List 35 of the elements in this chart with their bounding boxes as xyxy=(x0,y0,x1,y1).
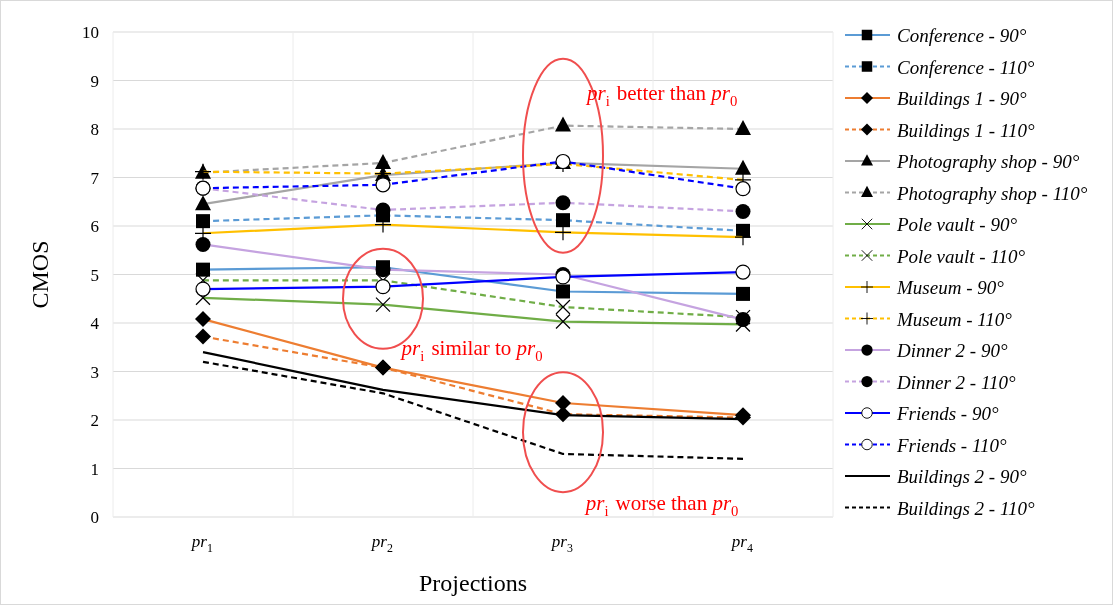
annotation: pr$_{i}$ similar to pr$_{0}$ xyxy=(399,335,543,364)
legend-label: Dinner 2 - 110° xyxy=(896,371,1016,393)
legend-label: Pole vault - 110° xyxy=(896,245,1026,267)
legend-label: Buildings 2 - 90° xyxy=(897,466,1027,487)
x-tick-label: pr$_{4}$ xyxy=(730,532,753,556)
x-tick-label: pr$_{1}$ xyxy=(190,532,213,556)
legend-label: Buildings 1 - 90° xyxy=(897,88,1027,109)
y-tick-label: 4 xyxy=(90,314,100,333)
y-tick-label: 3 xyxy=(90,362,99,382)
y-tick-label: 5 xyxy=(90,265,99,285)
legend-label: Friends - 110° xyxy=(896,434,1008,456)
y-tick-label: 9 xyxy=(90,71,99,91)
legend-label: Museum - 110° xyxy=(896,308,1013,330)
y-tick-label: 0 xyxy=(90,508,99,527)
legend-label: Dinner 2 - 90° xyxy=(896,340,1008,361)
legend-label: Photography shop - 110° xyxy=(896,182,1088,204)
y-axis-title: CMOS xyxy=(27,240,53,309)
y-tick-label: 8 xyxy=(90,120,99,139)
legend-label: Conference - 110° xyxy=(897,56,1035,78)
x-tick-label: pr$_{3}$ xyxy=(550,532,573,556)
legend-label: Pole vault - 90° xyxy=(896,214,1018,235)
y-tick-label: 1 xyxy=(90,459,99,479)
legend-label: Buildings 1 - 110° xyxy=(897,119,1035,141)
annotation: pr$_{i}$ worse than pr$_{0}$ xyxy=(583,490,739,520)
legend-label: Buildings 2 - 110° xyxy=(897,497,1035,519)
legend-label: Museum - 90° xyxy=(896,277,1005,298)
y-tick-label: 6 xyxy=(90,217,99,236)
legend-label: Photography shop - 90° xyxy=(896,151,1080,172)
y-tick-label: 7 xyxy=(90,168,100,188)
legend-label: Friends - 90° xyxy=(896,403,999,424)
x-axis-title: Projections xyxy=(419,570,527,596)
x-tick-label: pr$_{2}$ xyxy=(370,532,393,556)
y-tick-label: 10 xyxy=(82,23,99,42)
legend-label: Conference - 90° xyxy=(897,25,1027,46)
y-tick-label: 2 xyxy=(90,411,99,430)
